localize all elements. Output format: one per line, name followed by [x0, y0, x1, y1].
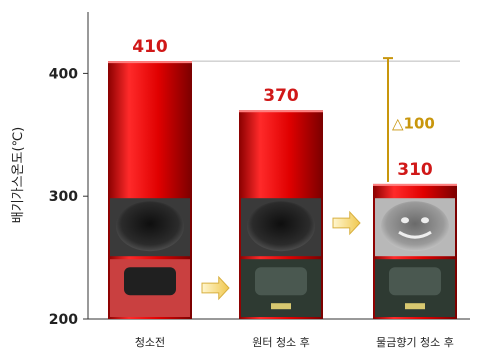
burner-part	[124, 267, 176, 296]
pipe-spot	[398, 230, 432, 239]
bar-highlight	[373, 183, 457, 186]
burner-tag	[405, 303, 425, 310]
pipe-spot	[421, 217, 429, 224]
delta-label: △100	[392, 115, 435, 133]
bar-highlight	[239, 110, 323, 113]
bar-highlight	[108, 61, 192, 64]
value-label: 370	[263, 86, 299, 106]
value-label: 410	[132, 37, 168, 57]
pipe-opening	[381, 201, 449, 252]
x-tick-label: 원터 청소 후	[252, 336, 310, 349]
pipe-opening	[116, 201, 184, 252]
burner-tag	[271, 303, 291, 310]
pipe-spot	[401, 217, 409, 224]
y-axis-label: 배기가스온도(℃)	[11, 127, 26, 224]
value-label: 310	[397, 160, 433, 180]
y-tick-label: 200	[49, 312, 78, 328]
burner-part	[255, 267, 307, 296]
transition-arrow-icon	[332, 210, 361, 236]
transition-arrow-icon	[201, 275, 230, 301]
pipe-opening	[247, 201, 315, 252]
burner-part	[389, 267, 441, 296]
y-tick-label: 400	[49, 66, 78, 82]
x-tick-label: 물금향기 청소 후	[376, 336, 454, 349]
x-tick-label: 청소전	[135, 336, 165, 349]
y-tick-label: 300	[49, 189, 78, 205]
